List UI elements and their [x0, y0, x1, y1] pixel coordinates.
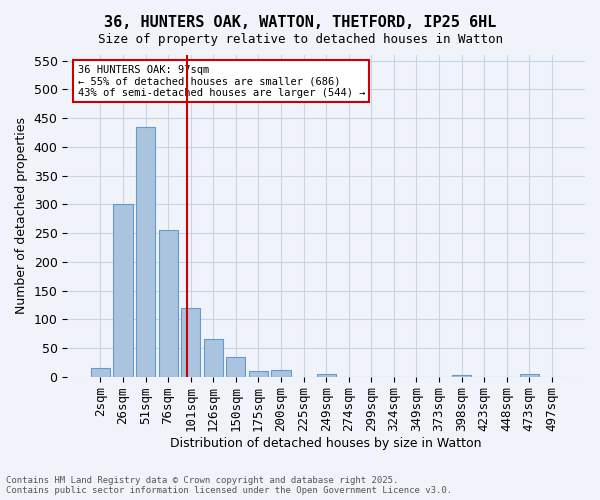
Bar: [226, 356, 245, 376]
Bar: [91, 368, 110, 376]
Text: 36 HUNTERS OAK: 97sqm
← 55% of detached houses are smaller (686)
43% of semi-det: 36 HUNTERS OAK: 97sqm ← 55% of detached …: [77, 64, 365, 98]
Bar: [136, 127, 155, 376]
Bar: [452, 375, 471, 376]
Bar: [520, 374, 539, 376]
Bar: [181, 308, 200, 376]
Text: Contains HM Land Registry data © Crown copyright and database right 2025.
Contai: Contains HM Land Registry data © Crown c…: [6, 476, 452, 495]
Bar: [113, 204, 133, 376]
Bar: [158, 230, 178, 376]
Bar: [271, 370, 290, 376]
Bar: [317, 374, 336, 376]
Y-axis label: Number of detached properties: Number of detached properties: [15, 118, 28, 314]
Text: Size of property relative to detached houses in Watton: Size of property relative to detached ho…: [97, 32, 503, 46]
Bar: [249, 371, 268, 376]
Text: 36, HUNTERS OAK, WATTON, THETFORD, IP25 6HL: 36, HUNTERS OAK, WATTON, THETFORD, IP25 …: [104, 15, 496, 30]
X-axis label: Distribution of detached houses by size in Watton: Distribution of detached houses by size …: [170, 437, 482, 450]
Bar: [203, 340, 223, 376]
